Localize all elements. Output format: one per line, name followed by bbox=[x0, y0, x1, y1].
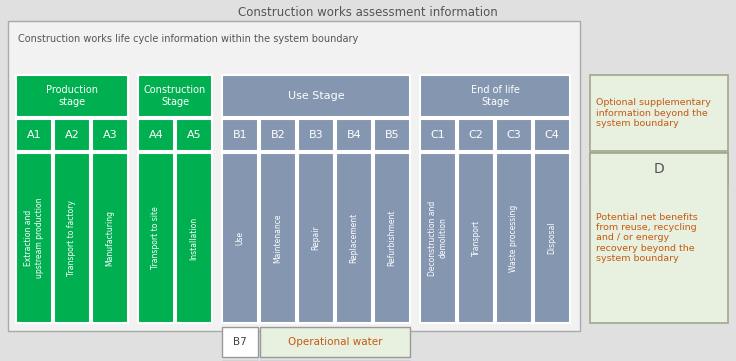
Bar bbox=[420, 75, 570, 117]
Text: A3: A3 bbox=[103, 130, 117, 140]
Text: Disposal: Disposal bbox=[548, 222, 556, 254]
Bar bbox=[222, 75, 410, 117]
Text: B3: B3 bbox=[308, 130, 323, 140]
Bar bbox=[176, 153, 212, 323]
Bar bbox=[420, 119, 456, 151]
Bar bbox=[16, 75, 128, 117]
Text: Use Stage: Use Stage bbox=[288, 91, 344, 101]
Bar bbox=[260, 327, 410, 357]
Text: Waste processing: Waste processing bbox=[509, 204, 518, 271]
Bar bbox=[374, 119, 410, 151]
Text: D: D bbox=[654, 162, 665, 176]
Bar bbox=[534, 153, 570, 323]
Text: Replacement: Replacement bbox=[350, 213, 358, 263]
Bar bbox=[54, 153, 90, 323]
Bar bbox=[336, 153, 372, 323]
Text: Maintenance: Maintenance bbox=[274, 213, 283, 263]
Bar bbox=[138, 75, 212, 117]
Bar bbox=[420, 153, 456, 323]
Text: C4: C4 bbox=[545, 130, 559, 140]
Text: Use: Use bbox=[236, 231, 244, 245]
Text: Refurbishment: Refurbishment bbox=[387, 210, 397, 266]
Bar bbox=[222, 153, 258, 323]
Text: B4: B4 bbox=[347, 130, 361, 140]
Text: Transport: Transport bbox=[472, 220, 481, 256]
Text: B7: B7 bbox=[233, 337, 247, 347]
Text: Optional supplementary
information beyond the
system boundary: Optional supplementary information beyon… bbox=[596, 98, 711, 128]
Bar bbox=[590, 153, 728, 185]
Bar bbox=[16, 119, 52, 151]
Bar bbox=[298, 119, 334, 151]
Text: Transport to site: Transport to site bbox=[152, 206, 160, 269]
Text: B5: B5 bbox=[385, 130, 400, 140]
Text: A4: A4 bbox=[149, 130, 163, 140]
Bar bbox=[16, 153, 52, 323]
Text: B2: B2 bbox=[271, 130, 286, 140]
Bar bbox=[458, 153, 494, 323]
Text: Extraction and
upstream production: Extraction and upstream production bbox=[24, 198, 43, 278]
Text: Construction
Stage: Construction Stage bbox=[144, 85, 206, 107]
Text: Installation: Installation bbox=[189, 217, 199, 260]
Bar bbox=[534, 119, 570, 151]
Text: Manufacturing: Manufacturing bbox=[105, 210, 115, 266]
Bar bbox=[92, 153, 128, 323]
Text: C3: C3 bbox=[506, 130, 521, 140]
Bar bbox=[496, 153, 532, 323]
Bar bbox=[336, 119, 372, 151]
Bar bbox=[222, 119, 258, 151]
Text: Transport to factory: Transport to factory bbox=[68, 200, 77, 276]
Bar bbox=[138, 119, 174, 151]
Text: End of life
Stage: End of life Stage bbox=[470, 85, 520, 107]
Text: Deconstruction and
demolition: Deconstruction and demolition bbox=[428, 200, 447, 276]
Bar bbox=[260, 153, 296, 323]
Text: A1: A1 bbox=[26, 130, 41, 140]
Text: B1: B1 bbox=[233, 130, 247, 140]
Text: Repair: Repair bbox=[311, 226, 320, 251]
Bar bbox=[590, 75, 728, 151]
Text: Construction works assessment information: Construction works assessment informatio… bbox=[238, 5, 498, 18]
Text: A2: A2 bbox=[65, 130, 79, 140]
Text: Construction works life cycle information within the system boundary: Construction works life cycle informatio… bbox=[18, 34, 358, 44]
Text: Operational water: Operational water bbox=[288, 337, 382, 347]
Bar bbox=[92, 119, 128, 151]
Bar bbox=[260, 119, 296, 151]
Text: Production
stage: Production stage bbox=[46, 85, 98, 107]
Bar bbox=[298, 153, 334, 323]
Bar bbox=[8, 21, 580, 331]
Bar bbox=[176, 119, 212, 151]
Bar bbox=[54, 119, 90, 151]
Bar bbox=[590, 153, 728, 323]
Bar bbox=[138, 153, 174, 323]
Bar bbox=[496, 119, 532, 151]
Text: Potential net benefits
from reuse, recycling
and / or energy
recovery beyond the: Potential net benefits from reuse, recyc… bbox=[596, 213, 698, 263]
Text: C2: C2 bbox=[469, 130, 484, 140]
Text: A5: A5 bbox=[187, 130, 202, 140]
Bar bbox=[458, 119, 494, 151]
Bar bbox=[374, 153, 410, 323]
Bar bbox=[222, 327, 258, 357]
Text: C1: C1 bbox=[431, 130, 445, 140]
